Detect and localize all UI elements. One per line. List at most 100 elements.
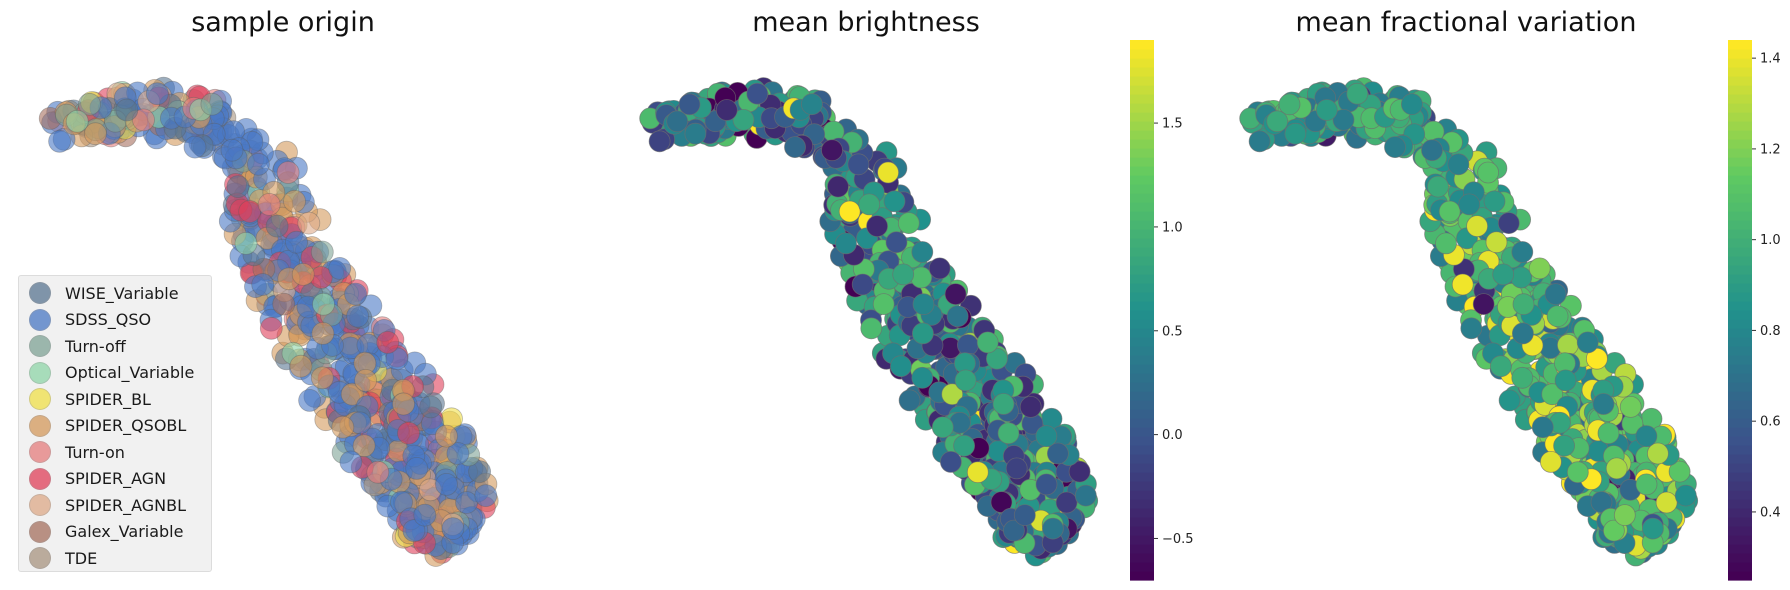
colorbar-segment bbox=[1728, 445, 1752, 455]
scatter-point bbox=[1613, 504, 1636, 526]
legend-item: Optical_Variable bbox=[19, 360, 211, 387]
scatter-point bbox=[1492, 263, 1515, 286]
scatter-point bbox=[1510, 266, 1533, 289]
colorbar-segment bbox=[1728, 211, 1752, 221]
colorbar-segment bbox=[1130, 76, 1154, 86]
scatter-point bbox=[272, 292, 296, 316]
colorbar-segment bbox=[1130, 301, 1154, 311]
scatter-point bbox=[898, 389, 921, 412]
legend-label: WISE_Variable bbox=[65, 283, 179, 303]
scatter-point bbox=[678, 93, 701, 116]
scatter-point bbox=[912, 322, 934, 345]
scatter-point bbox=[265, 214, 289, 238]
scatter-point bbox=[1668, 460, 1691, 483]
scatter-point bbox=[1485, 231, 1508, 254]
scatter-point bbox=[1557, 334, 1579, 356]
colorbar-tick-label: 0.5 bbox=[1162, 324, 1183, 339]
colorbar-segment bbox=[1728, 400, 1752, 410]
colorbar-segment bbox=[1130, 130, 1154, 140]
colorbar-segment bbox=[1728, 175, 1752, 185]
colorbar-segment bbox=[1130, 139, 1154, 149]
scatter-point bbox=[328, 256, 352, 280]
legend-swatch bbox=[29, 361, 51, 384]
scatter-point bbox=[860, 317, 883, 340]
scatter-point bbox=[957, 334, 979, 356]
scatter-point bbox=[220, 138, 244, 162]
colorbar-segment bbox=[1130, 238, 1154, 248]
colorbar-segment bbox=[1130, 427, 1154, 437]
scatter-point bbox=[1498, 389, 1521, 412]
colorbar-segment bbox=[1130, 445, 1154, 455]
colorbar-segment bbox=[1728, 139, 1752, 149]
points-sample-origin bbox=[38, 76, 499, 567]
legend-item: SPIDER_AGN bbox=[19, 466, 211, 493]
colorbar-segment bbox=[1130, 553, 1154, 563]
scatter-point bbox=[1068, 460, 1091, 483]
scatter-point bbox=[392, 392, 415, 416]
colorbar-segment bbox=[1728, 202, 1752, 212]
legend-label: SPIDER_AGN bbox=[65, 469, 167, 489]
colorbar-segment bbox=[1130, 175, 1154, 185]
scatter-point bbox=[312, 292, 335, 316]
colorbar-segment bbox=[1130, 166, 1154, 176]
scatter-point bbox=[732, 109, 755, 131]
scatter-point bbox=[435, 472, 458, 496]
scatter-point bbox=[928, 257, 951, 280]
panel-sample-origin: sample origin bbox=[38, 7, 499, 567]
colorbar-segment bbox=[1130, 40, 1154, 50]
scatter-point bbox=[291, 262, 315, 286]
colorbar-segment bbox=[1728, 58, 1752, 68]
scatter-point bbox=[340, 382, 364, 406]
colorbar-segment bbox=[1130, 247, 1154, 257]
colorbar-segment bbox=[1728, 283, 1752, 293]
colorbar-segment bbox=[1728, 193, 1752, 203]
colorbar-segment bbox=[1130, 265, 1154, 275]
scatter-point bbox=[1346, 82, 1369, 105]
scatter-point bbox=[413, 503, 437, 527]
colorbar-segment bbox=[1728, 274, 1752, 284]
scatter-point bbox=[997, 422, 1020, 445]
scatter-point bbox=[1451, 273, 1474, 296]
scatter-point bbox=[1003, 519, 1025, 542]
colorbar-segment bbox=[1728, 166, 1752, 176]
legend-item: SDSS_QSO bbox=[19, 307, 211, 334]
colorbar-tick-label: 0.6 bbox=[1760, 415, 1781, 430]
colorbar-segment bbox=[1728, 571, 1752, 581]
colorbar-segment bbox=[1728, 481, 1752, 491]
scatter-point bbox=[468, 460, 492, 484]
colorbar-tick-label: 0.0 bbox=[1162, 428, 1183, 443]
scatter-point bbox=[666, 110, 689, 133]
scatter-point bbox=[132, 108, 155, 132]
scatter-point bbox=[234, 231, 258, 255]
scatter-point bbox=[877, 161, 899, 184]
scatter-point bbox=[911, 241, 934, 263]
scatter-point bbox=[1576, 331, 1599, 354]
scatter-point bbox=[1460, 317, 1483, 340]
colorbar-segment bbox=[1728, 121, 1752, 131]
scatter-point bbox=[1401, 93, 1423, 116]
colorbar-segment bbox=[1728, 292, 1752, 302]
scatter-point bbox=[910, 266, 933, 289]
scatter-point bbox=[346, 304, 370, 328]
scatter-point bbox=[1597, 422, 1620, 445]
legend-label: Optical_Variable bbox=[65, 363, 195, 383]
colorbar-segment bbox=[1130, 211, 1154, 221]
legend-item: Galex_Variable bbox=[19, 519, 211, 546]
scatter-point bbox=[897, 212, 920, 235]
scatter-point bbox=[405, 456, 429, 480]
scatter-point bbox=[251, 273, 275, 296]
scatter-point bbox=[885, 231, 908, 254]
scatter-point bbox=[1531, 416, 1554, 439]
colorbar-segment bbox=[1130, 346, 1154, 356]
scatter-point bbox=[259, 316, 283, 340]
colorbar-segment bbox=[1728, 499, 1752, 509]
colorbar-segment bbox=[1130, 157, 1154, 167]
colorbar-segment bbox=[1130, 355, 1154, 365]
scatter-point bbox=[1284, 122, 1307, 145]
scatter-point bbox=[402, 519, 426, 542]
colorbar-tick-label: 1.4 bbox=[1760, 52, 1781, 67]
scatter-point bbox=[992, 393, 1015, 415]
scatter-point bbox=[397, 421, 420, 445]
legend-label: Turn-on bbox=[65, 442, 125, 462]
colorbar-segment bbox=[1130, 508, 1154, 518]
